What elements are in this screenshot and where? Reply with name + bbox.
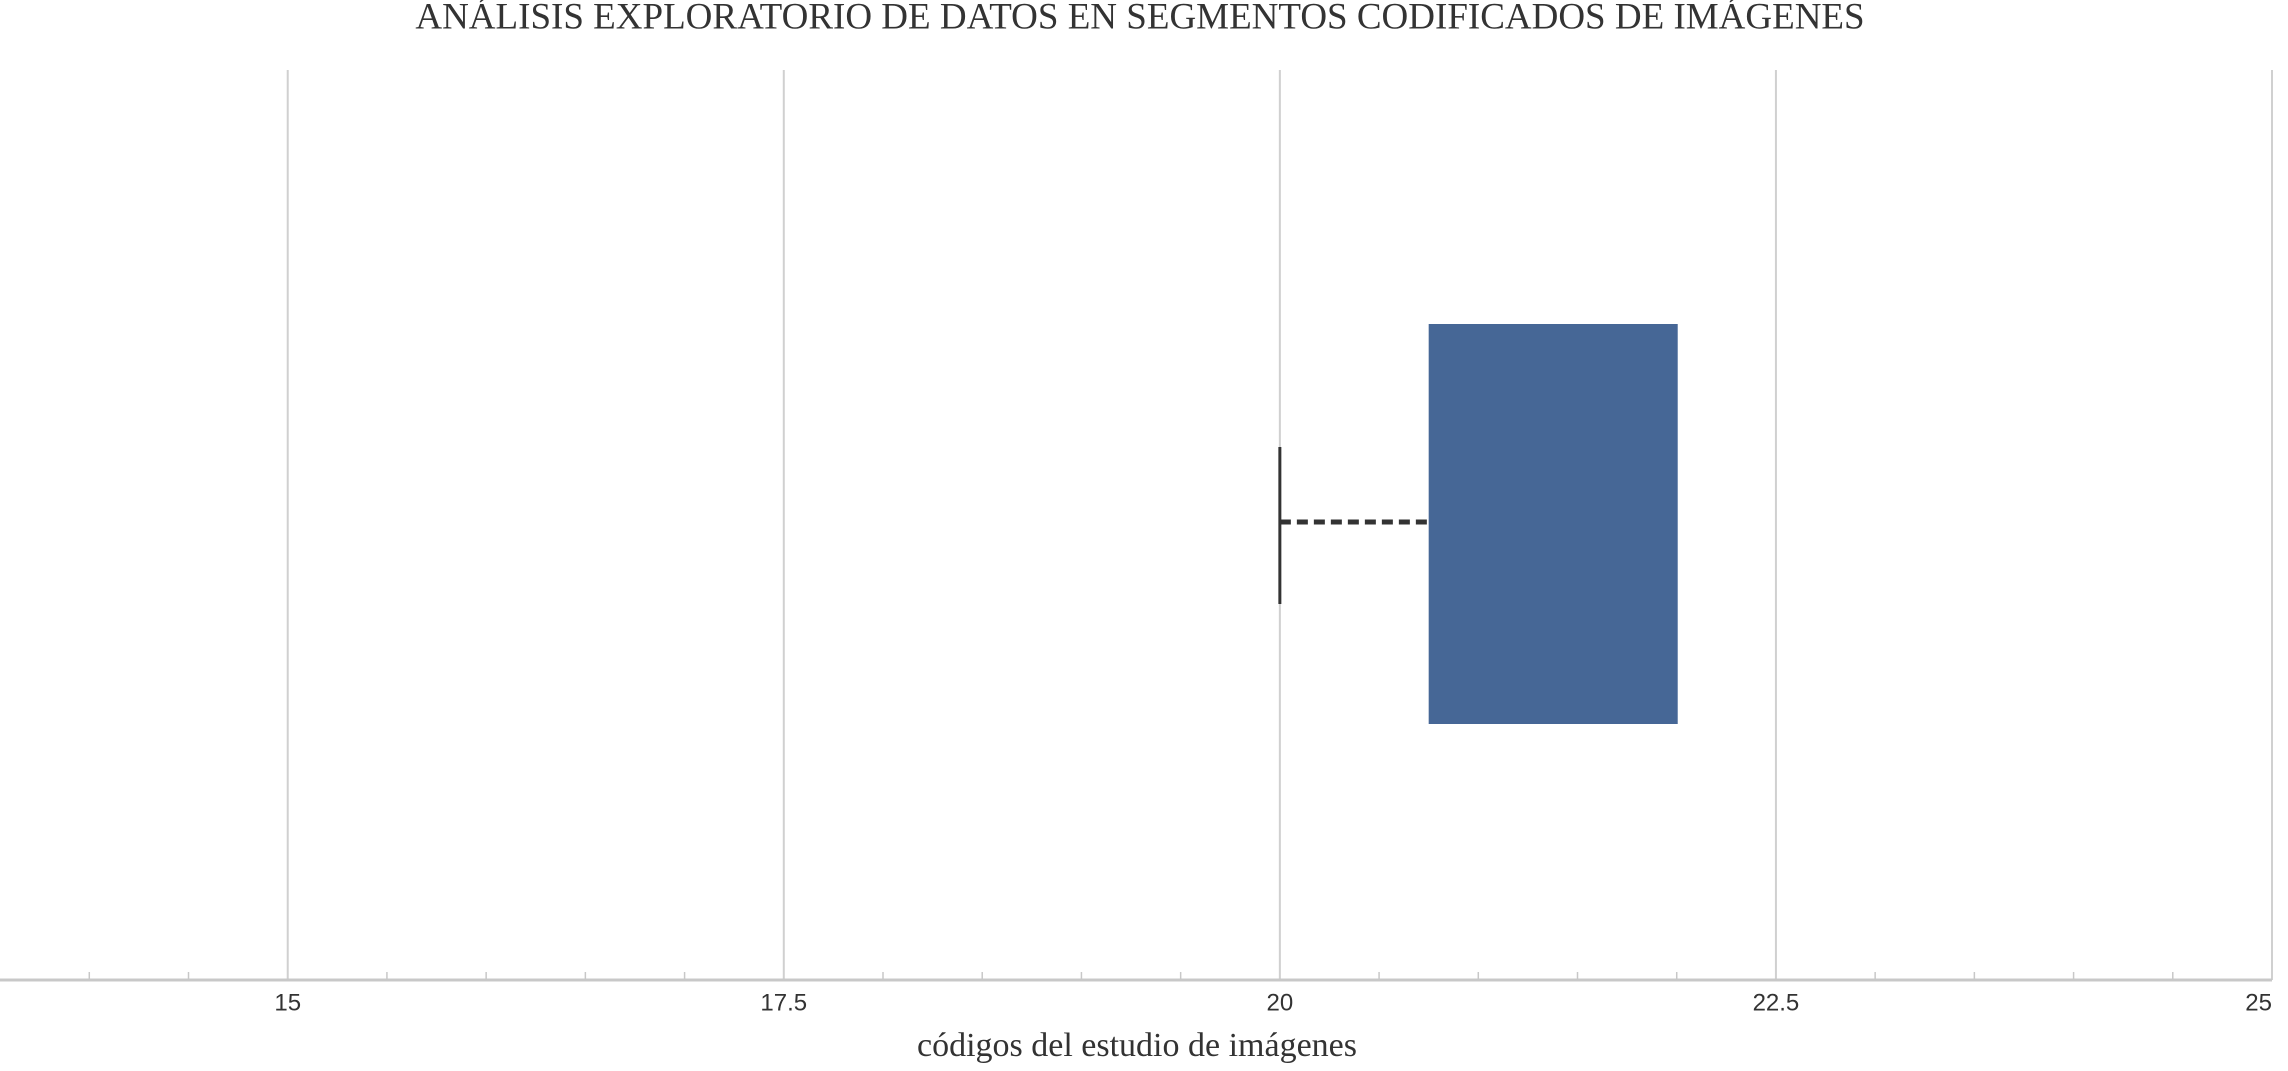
x-tick-label: 17.5 (760, 989, 807, 1016)
box (1428, 324, 1677, 724)
x-tick-label: 22.5 (1753, 989, 1800, 1016)
x-axis-label: códigos del estudio de imágenes (917, 1027, 1357, 1064)
x-tick-label: 20 (1267, 989, 1294, 1016)
x-tick-label: 25 (2245, 989, 2272, 1016)
chart-title: ANÁLISIS EXPLORATORIO DE DATOS EN SEGMEN… (415, 0, 1864, 37)
x-tick-label: 15 (274, 989, 301, 1016)
